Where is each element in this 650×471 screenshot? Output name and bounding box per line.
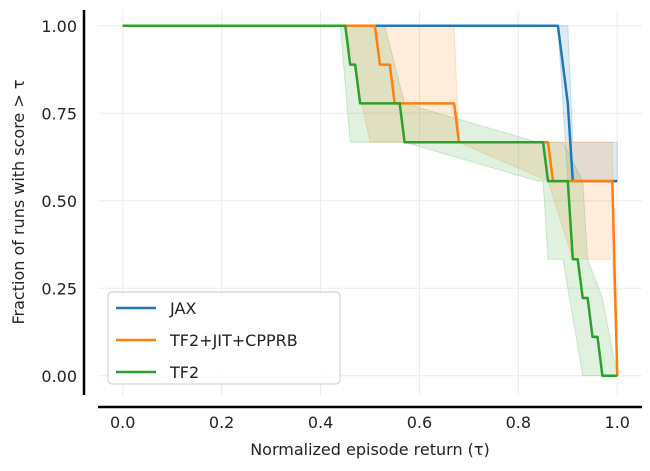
x-tick-label: 0.8 [506,413,531,432]
legend-label: TF2+JIT+CPPRB [169,331,298,350]
x-tick-label: 0.4 [308,413,333,432]
series-line-tf2 [122,24,618,378]
x-axis-label: Normalized episode return (τ) [250,440,490,459]
legend-label: JAX [169,299,196,318]
band-jax [122,25,618,182]
series-lines [122,24,619,378]
y-tick-label: 0.50 [41,192,77,211]
tick-labels: 0.0 0.2 0.4 0.6 0.8 1.0 0.00 0.25 0.50 0.75 1.00 [41,17,630,432]
legend-label: TF2 [169,363,199,382]
y-tick-label: 0.25 [41,279,77,298]
x-tick-label: 0.2 [209,413,234,432]
y-tick-label: 0.75 [41,104,77,123]
y-tick-label: 0.00 [41,367,77,386]
x-tick-label: 1.0 [605,413,630,432]
y-axis-label: Fraction of runs with score > τ [9,80,28,325]
legend-box [107,291,341,385]
x-tick-label: 0.6 [407,413,432,432]
legend: JAX TF2+JIT+CPPRB TF2 [107,291,341,385]
y-tick-label: 1.00 [41,17,77,36]
axes [82,10,642,409]
x-tick-label: 0.0 [110,413,135,432]
